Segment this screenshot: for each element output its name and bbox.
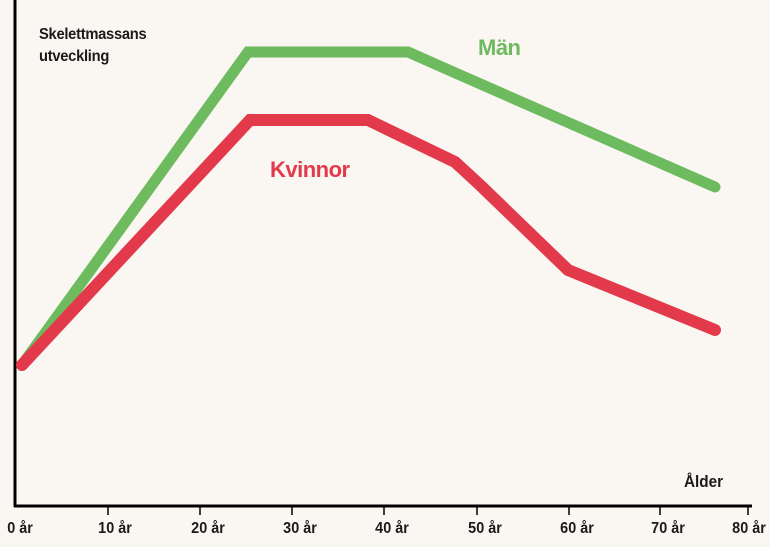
x-tick-label: 0 år xyxy=(7,520,33,537)
x-axis-label: Ålder xyxy=(684,472,724,491)
x-tick-label: 60 år xyxy=(560,520,594,537)
x-tick-label: 70 år xyxy=(651,520,685,537)
x-tick-label: 50 år xyxy=(468,520,502,537)
chart-title: Skelettmassans utveckling xyxy=(39,24,147,68)
series-women-line xyxy=(16,114,721,371)
series-label-men: Män xyxy=(478,35,521,60)
x-tick-label: 30 år xyxy=(283,520,317,537)
series-label-women: Kvinnor xyxy=(270,157,350,182)
x-ticks xyxy=(107,507,749,515)
x-tick-label: 40 år xyxy=(375,520,409,537)
x-tick-label: 20 år xyxy=(191,520,225,537)
title-line-1: Skelettmassans xyxy=(39,26,147,43)
title-line-2: utveckling xyxy=(39,48,110,65)
x-tick-label: 80 år xyxy=(732,520,766,537)
x-tick-label: 10 år xyxy=(98,520,132,537)
series-men-line xyxy=(16,46,721,371)
